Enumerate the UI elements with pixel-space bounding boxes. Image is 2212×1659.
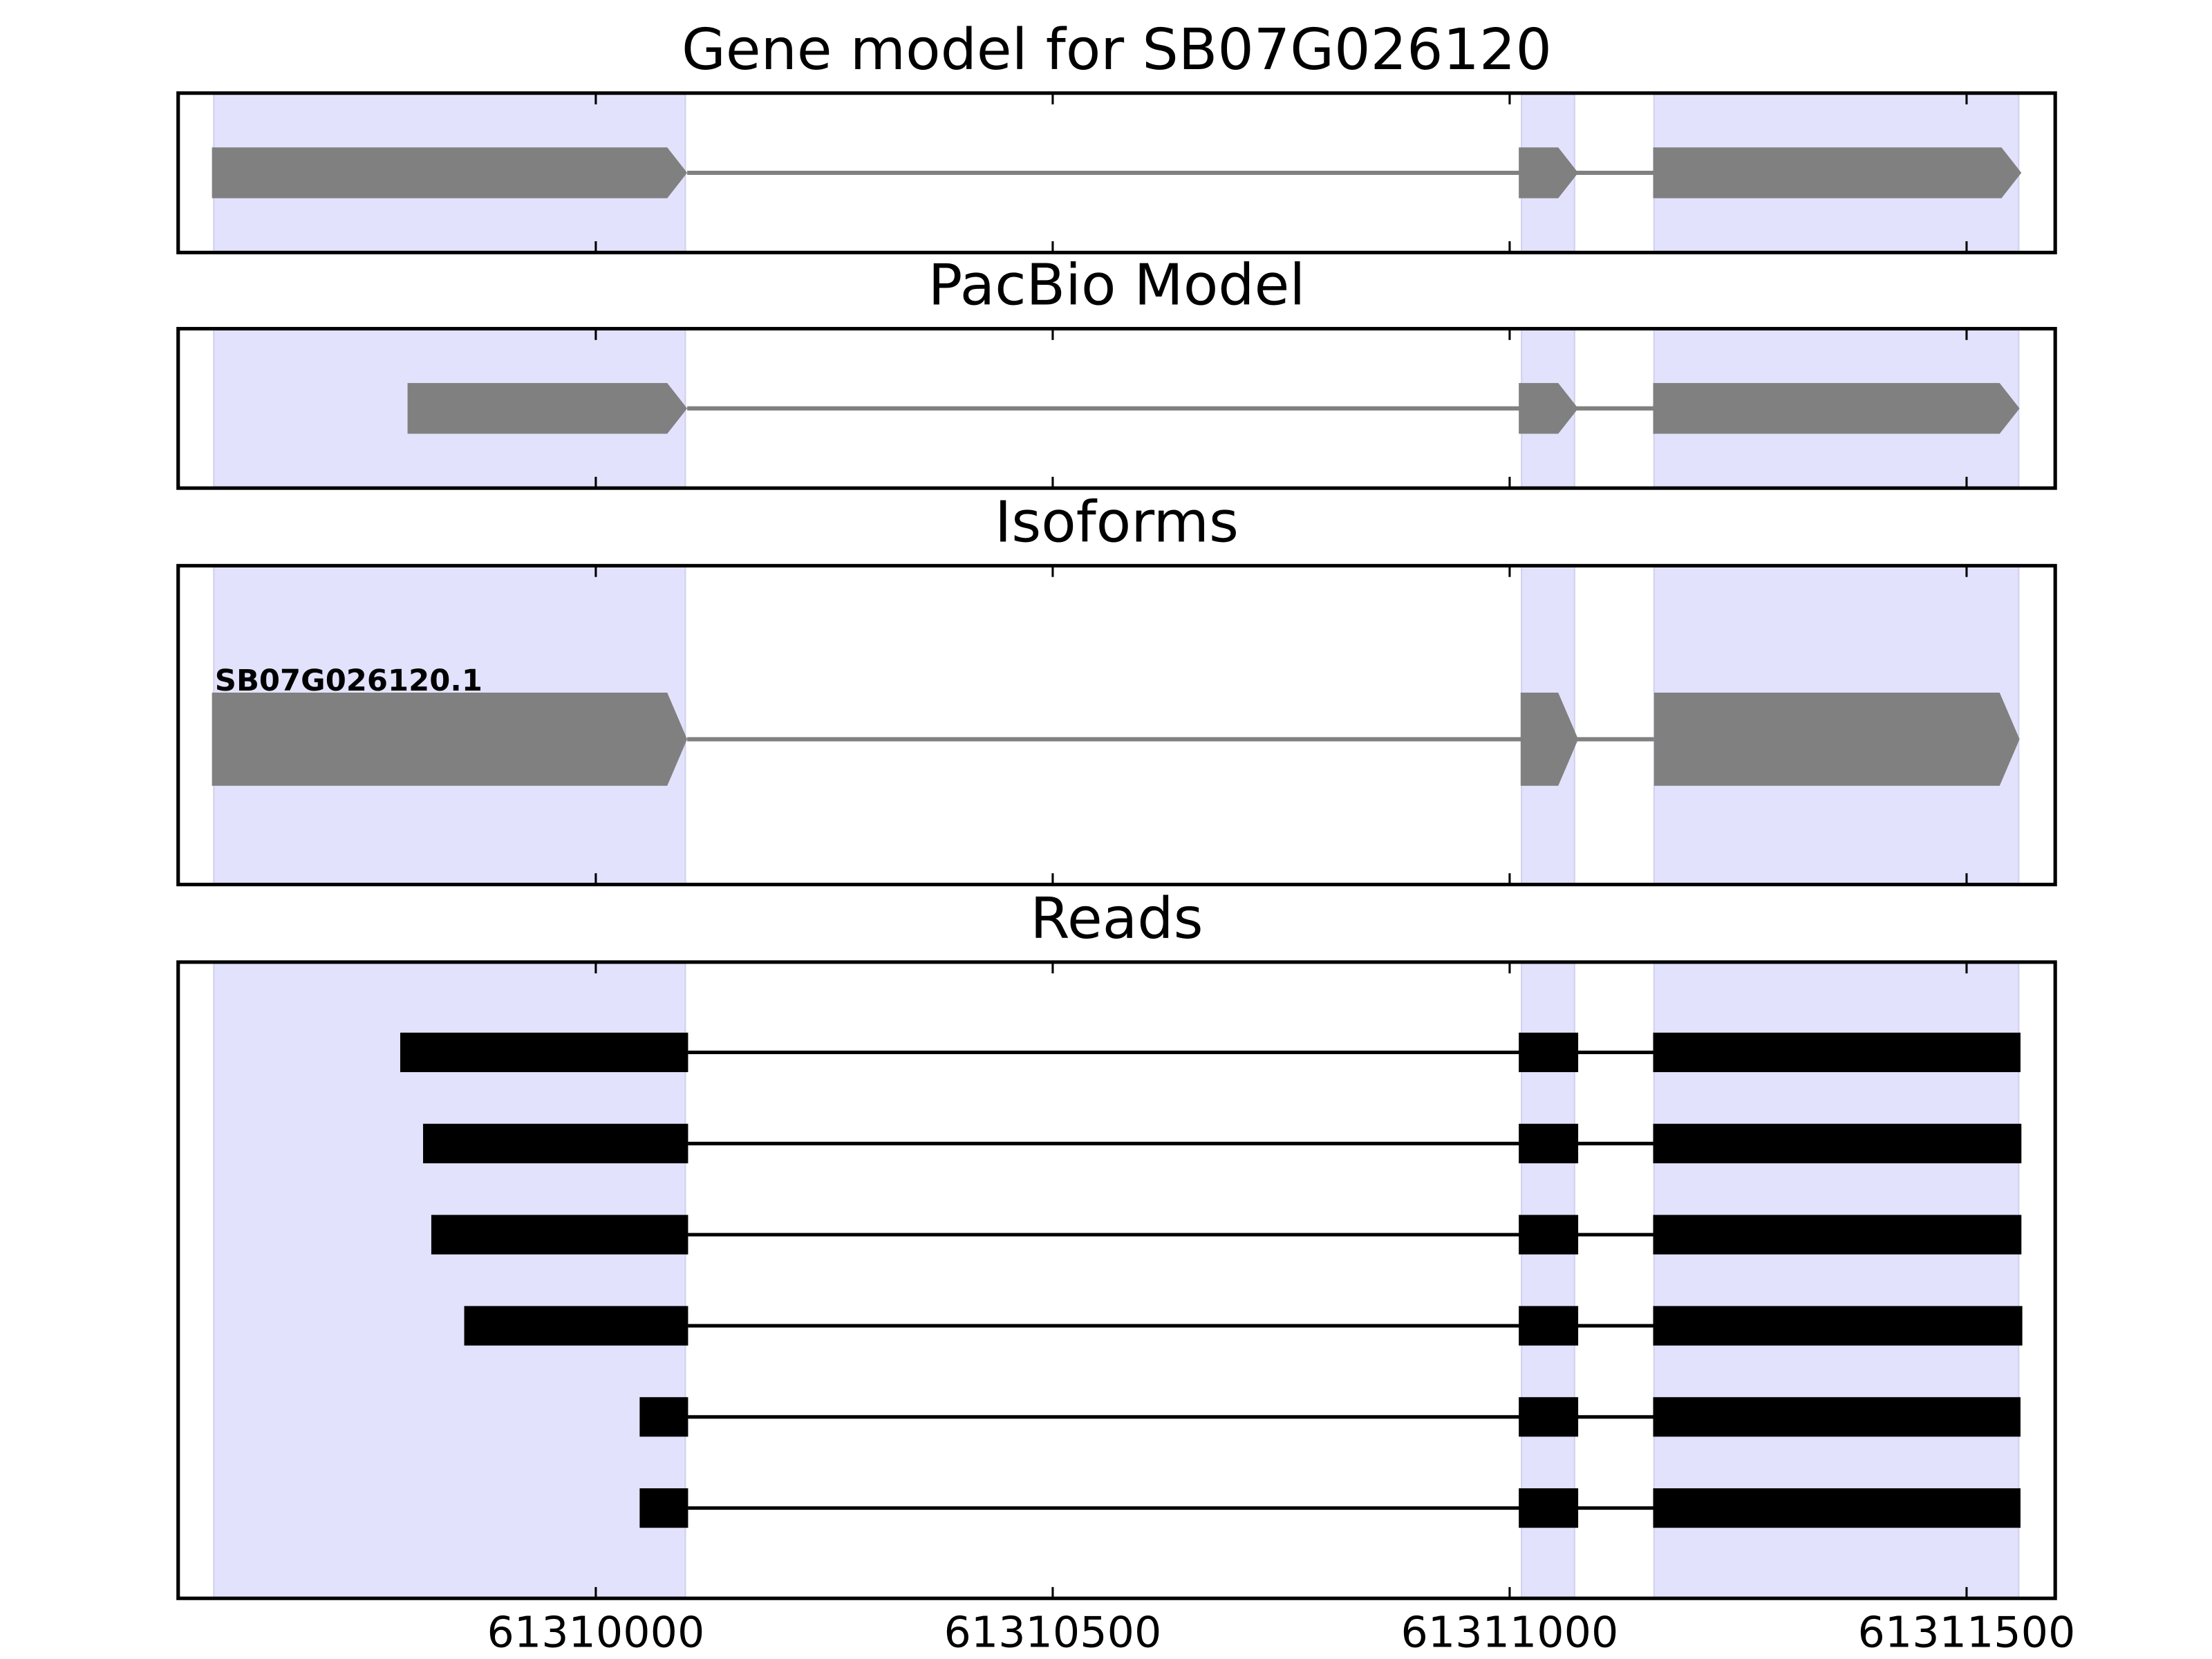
read-block xyxy=(1519,1488,1579,1528)
exon xyxy=(1653,147,2022,198)
read-block xyxy=(1653,1032,2021,1073)
read-block xyxy=(423,1123,688,1163)
x-tick-label: 61311500 xyxy=(1858,1608,2076,1658)
read-block xyxy=(1519,1123,1579,1163)
exon xyxy=(1520,693,1579,786)
exon xyxy=(212,693,688,786)
read-block xyxy=(1519,1032,1579,1073)
x-tick-label: 61310500 xyxy=(944,1608,1162,1658)
panel-title: PacBio Model xyxy=(928,253,1306,319)
panel-title: Reads xyxy=(1030,886,1203,952)
read-block xyxy=(431,1215,688,1255)
panel-frame xyxy=(176,960,2057,1600)
panel-frame xyxy=(176,326,2057,490)
read-block xyxy=(1653,1397,2021,1437)
panel-title: Gene model for SB07G026120 xyxy=(682,17,1552,83)
panel-frame xyxy=(176,91,2057,254)
read-block xyxy=(639,1397,688,1437)
read-block xyxy=(639,1488,688,1528)
read-block xyxy=(1653,1306,2023,1346)
read-block xyxy=(1519,1306,1579,1346)
isoform-label: SB07G026120.1 xyxy=(215,664,482,698)
read-block xyxy=(1519,1397,1579,1437)
x-tick-label: 61311000 xyxy=(1401,1608,1619,1658)
read-block xyxy=(464,1306,688,1346)
exon xyxy=(212,147,688,198)
read-block xyxy=(400,1032,688,1073)
read-block xyxy=(1519,1215,1579,1255)
exon xyxy=(1519,383,1579,434)
panel-frame xyxy=(176,563,2057,887)
read-block xyxy=(1653,1215,2022,1255)
read-block xyxy=(1653,1123,2022,1163)
x-tick-label: 61310000 xyxy=(487,1608,705,1658)
read-block xyxy=(1653,1488,2021,1528)
panel-title: Isoforms xyxy=(995,490,1239,556)
exon xyxy=(1519,147,1579,198)
exon xyxy=(1653,693,2020,786)
exon xyxy=(407,383,688,434)
exon xyxy=(1653,383,2020,434)
